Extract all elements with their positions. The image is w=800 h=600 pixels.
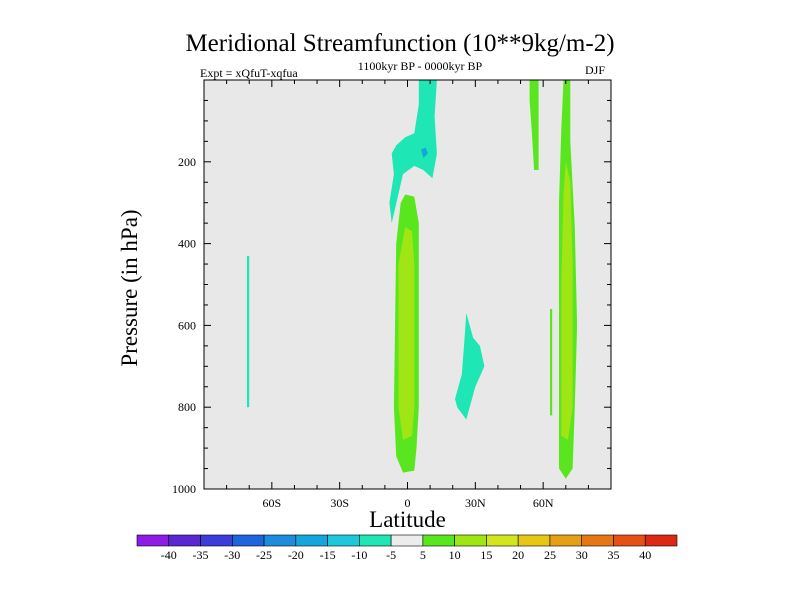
colorbar-swatch — [136, 534, 170, 547]
chart-title: Meridional Streamfunction (10**9kg/m-2) — [185, 30, 615, 57]
chart-subtitle: 1100kyr BP - 0000kyr BP — [357, 59, 483, 73]
colorbar-label: 30 — [576, 548, 588, 562]
season-label: DJF — [585, 63, 606, 77]
colorbar-swatch — [231, 534, 265, 547]
y-tick-label: 1000 — [172, 482, 196, 496]
contour-region-5to10 — [550, 309, 553, 416]
colorbar-label: 35 — [607, 548, 619, 562]
colorbar-label: 25 — [544, 548, 556, 562]
colorbar-swatch — [422, 534, 455, 547]
contour-region-10to15 — [561, 161, 573, 440]
contour-region--15to-10 — [421, 147, 428, 158]
colorbar-label: 40 — [639, 548, 651, 562]
x-tick-label: 30N — [465, 496, 486, 510]
colorbar-swatch — [295, 534, 328, 547]
contour-region-5to10 — [529, 80, 539, 170]
y-tick-label: 400 — [178, 237, 196, 251]
y-tick-label: 200 — [178, 155, 196, 169]
colorbar-label: -15 — [320, 548, 336, 562]
x-tick-label: 30S — [330, 496, 349, 510]
colorbar-label: 5 — [420, 548, 426, 562]
experiment-label: Expt = xQfuT-xqfua — [200, 66, 298, 80]
colorbar-label: 20 — [512, 548, 524, 562]
colorbar-swatch — [454, 534, 487, 547]
colorbar-label: -40 — [161, 548, 177, 562]
colorbar-swatch — [486, 534, 519, 547]
colorbar-swatch — [327, 534, 360, 547]
colorbar-swatch — [263, 534, 297, 547]
colorbar-swatch — [390, 534, 424, 547]
colorbar-swatch — [168, 534, 201, 547]
colorbar-label: 15 — [480, 548, 492, 562]
colorbar-swatch — [549, 534, 583, 547]
contour-region--10to-5 — [455, 313, 485, 420]
x-axis-label: Latitude — [369, 507, 446, 532]
colorbar-label: -35 — [193, 548, 209, 562]
colorbar-label: -10 — [351, 548, 367, 562]
y-tick-label: 800 — [178, 400, 196, 414]
contour-region--10to-5 — [389, 80, 437, 224]
y-tick-label: 600 — [178, 318, 196, 332]
x-tick-label: 60N — [533, 496, 554, 510]
colorbar-label: 10 — [449, 548, 461, 562]
colorbar-swatch — [359, 534, 392, 547]
y-axis-label: Pressure (in hPa) — [117, 209, 142, 366]
contour-region--10to-5 — [247, 255, 250, 408]
colorbar-swatch — [644, 534, 678, 547]
x-tick-label: 0 — [405, 496, 411, 510]
colorbar-swatch — [200, 534, 233, 547]
colorbar-label: -20 — [288, 548, 304, 562]
colorbar-label: -30 — [224, 548, 240, 562]
colorbar-label: -5 — [386, 548, 396, 562]
x-tick-label: 60S — [262, 496, 281, 510]
colorbar-swatch — [517, 534, 551, 547]
colorbar-label: -25 — [256, 548, 272, 562]
contour-region-10to15 — [398, 227, 415, 440]
colorbar-swatch — [613, 534, 646, 547]
colorbar-swatch — [581, 534, 614, 547]
